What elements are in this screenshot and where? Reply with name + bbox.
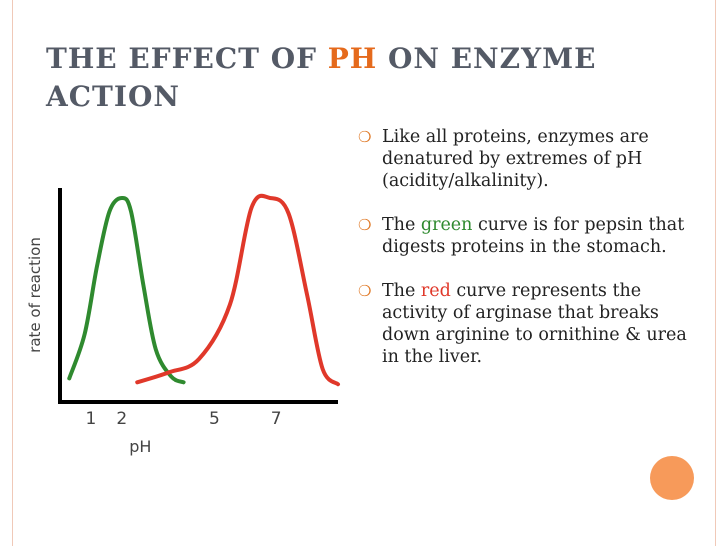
green-word: green — [420, 215, 473, 235]
bullet-item-2: ❍ The green curve is for pepsin that dig… — [356, 214, 706, 258]
bullet-icon: ❍ — [358, 282, 372, 300]
bullet-item-3: ❍ The red curve represents the activity … — [356, 280, 706, 368]
slide-border — [12, 0, 716, 546]
x-tick-label: 1 — [85, 409, 96, 429]
x-axis-label: pH — [129, 437, 151, 456]
bullet-text-3-pre: The — [382, 281, 421, 301]
decorative-orange-circle — [650, 456, 694, 500]
bullet-icon: ❍ — [358, 128, 372, 146]
bullet-text-3-post: curve represents the activity of arginas… — [382, 281, 687, 367]
x-tick-label: 2 — [116, 409, 127, 429]
bullet-text-2-pre: The — [382, 215, 421, 235]
green-curve — [67, 195, 186, 385]
bullet-item-1: ❍ Like all proteins, enzymes are denatur… — [356, 126, 706, 192]
y-axis-label: rate of reaction — [26, 237, 44, 353]
bullet-text-2-post: curve is for pepsin that digests protein… — [382, 215, 685, 257]
bullet-list: ❍ Like all proteins, enzymes are denatur… — [356, 126, 706, 390]
title-text-2: ON ENZYME ACTION — [46, 42, 597, 113]
ph-chart: 1 2 5 7 pH rate of reaction — [26, 188, 340, 456]
slide-title: THE EFFECT OF PH ON ENZYME ACTION — [46, 40, 646, 116]
red-word: red — [420, 281, 451, 301]
bullet-text-1: Like all proteins, enzymes are denatured… — [382, 127, 649, 191]
x-tick-label: 5 — [209, 409, 220, 429]
title-text-1: THE EFFECT OF — [46, 42, 328, 75]
x-tick-label: 7 — [271, 409, 282, 429]
bullet-icon: ❍ — [358, 216, 372, 234]
title-accent: PH — [327, 42, 378, 75]
red-curve — [135, 193, 340, 387]
